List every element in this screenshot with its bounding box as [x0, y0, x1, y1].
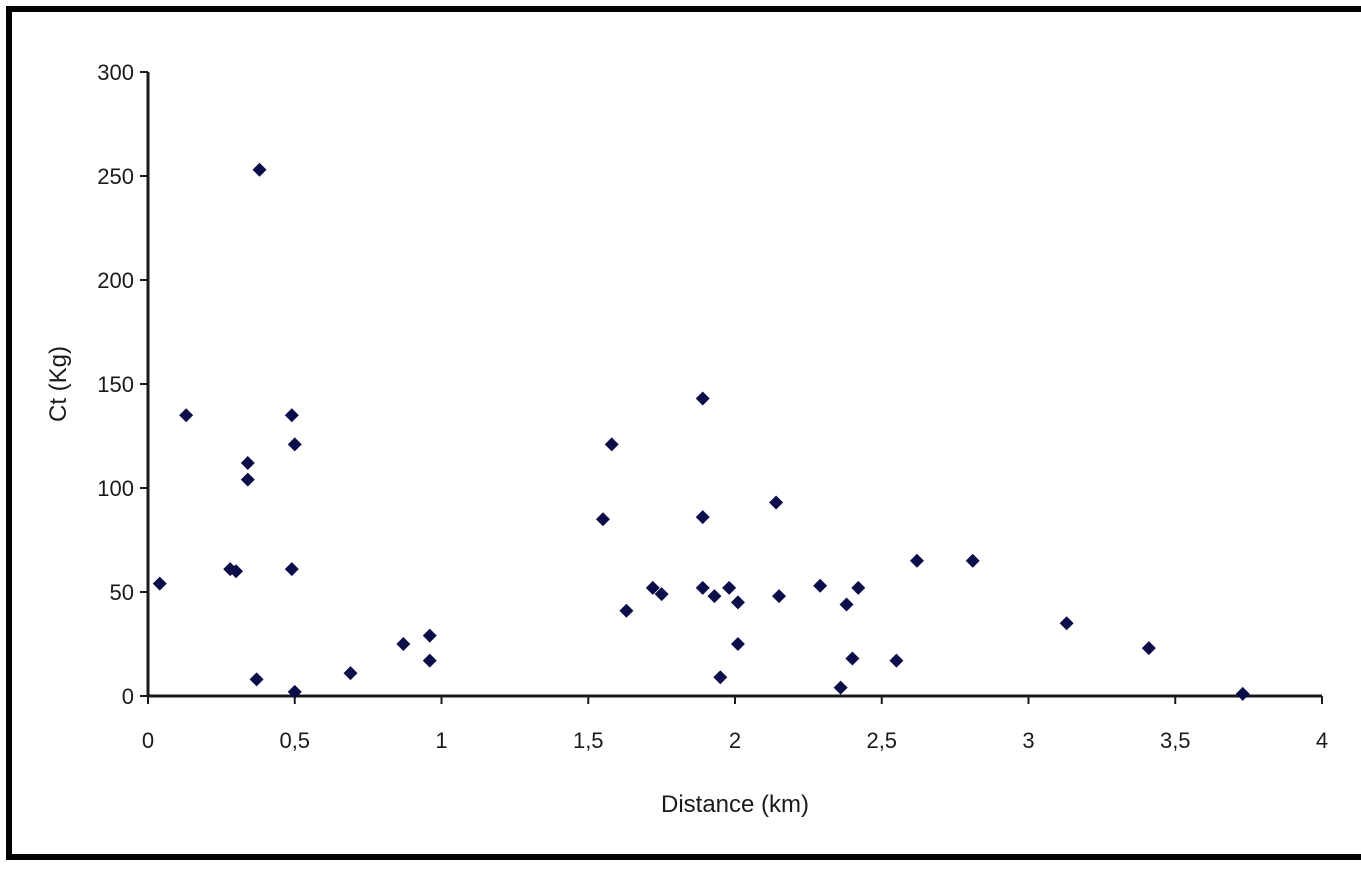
data-point	[619, 603, 634, 618]
data-point	[833, 680, 848, 695]
data-point	[240, 456, 255, 471]
y-tick-label: 300	[97, 60, 134, 85]
x-tick-label: 1,5	[573, 728, 604, 753]
data-point	[252, 162, 267, 177]
data-point	[909, 553, 924, 568]
data-point	[396, 637, 411, 651]
data-point	[152, 576, 167, 591]
x-tick-label: 0	[142, 728, 154, 753]
data-point	[287, 437, 302, 452]
data-point	[813, 578, 828, 593]
data-point	[707, 589, 722, 604]
data-point	[343, 666, 358, 681]
data-point	[645, 580, 660, 595]
data-point	[845, 651, 860, 666]
chart-frame	[6, 6, 1361, 860]
data-point	[604, 437, 619, 452]
data-point	[695, 391, 710, 406]
data-point	[772, 589, 787, 604]
data-point	[179, 408, 194, 423]
y-tick-label: 0	[122, 684, 134, 709]
data-point	[695, 580, 710, 595]
data-points	[152, 162, 1250, 701]
x-axis-label: Distance (km)	[661, 791, 809, 818]
data-point	[1059, 616, 1074, 631]
x-ticks: 0 0,5 1 1,5 2 2,5 3 3,5 4	[142, 696, 1328, 753]
y-tick-label: 200	[97, 268, 134, 293]
data-point	[713, 670, 728, 685]
data-point	[422, 628, 437, 643]
data-point	[249, 672, 264, 687]
data-point	[422, 653, 437, 668]
data-point	[730, 595, 745, 610]
data-point	[695, 510, 710, 525]
x-tick-label: 3,5	[1160, 728, 1191, 753]
x-tick-label: 2	[729, 728, 741, 753]
x-tick-label: 0,5	[279, 728, 310, 753]
data-point	[1235, 686, 1250, 701]
x-tick-label: 1	[435, 728, 447, 753]
data-point	[889, 653, 904, 668]
data-point	[851, 580, 866, 595]
data-point	[965, 553, 980, 568]
y-ticks: 0 50 100 150 200 250 300	[97, 60, 148, 709]
data-point	[595, 512, 610, 527]
data-point	[1141, 641, 1156, 656]
y-tick-label: 150	[97, 372, 134, 397]
data-point	[240, 472, 255, 487]
data-point	[287, 684, 302, 699]
data-point	[730, 637, 745, 651]
y-tick-label: 250	[97, 164, 134, 189]
data-point	[284, 408, 299, 423]
data-point	[654, 587, 669, 602]
data-point	[284, 562, 299, 577]
y-axis-label: Ct (Kg)	[45, 346, 72, 422]
data-point	[839, 597, 854, 612]
data-point	[769, 495, 784, 510]
data-point	[722, 580, 737, 595]
x-tick-label: 3	[1022, 728, 1034, 753]
x-tick-label: 4	[1316, 728, 1328, 753]
y-tick-label: 50	[110, 580, 134, 605]
y-tick-label: 100	[97, 476, 134, 501]
x-tick-label: 2,5	[866, 728, 897, 753]
data-point	[229, 564, 244, 579]
